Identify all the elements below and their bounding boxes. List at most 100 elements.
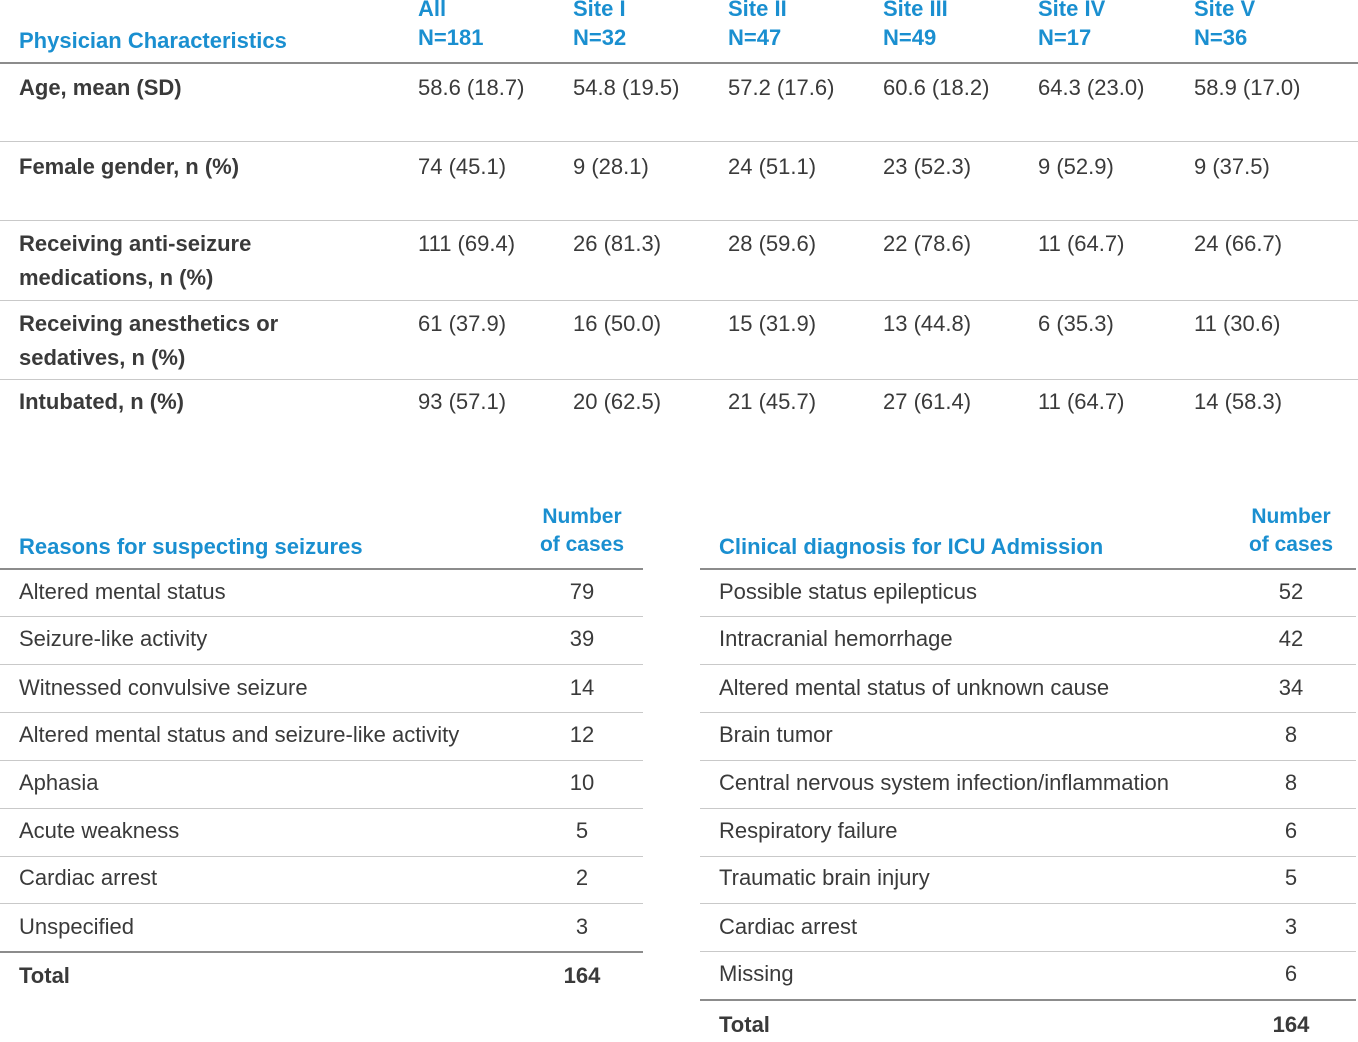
count-header-line: of cases <box>1248 533 1334 556</box>
column-header-site-2: Site II N=47 <box>728 0 787 52</box>
cell-value: 9 (28.1) <box>573 154 649 179</box>
list-item-count: 34 <box>1278 675 1304 700</box>
list-item-count: 5 <box>575 818 589 843</box>
list-item-label: Traumatic brain injury <box>719 865 930 890</box>
cell-value: 22 (78.6) <box>883 231 972 256</box>
cell-value: 14 (58.3) <box>1194 389 1283 414</box>
list-item-label: Respiratory failure <box>719 818 898 843</box>
physician-characteristics-header: Physician Characteristics <box>19 28 287 53</box>
reasons-table-title: Reasons for suspecting seizures <box>19 534 363 559</box>
cell-value: 15 (31.9) <box>728 311 817 336</box>
list-item-label: Seizure-like activity <box>19 626 208 651</box>
cell-value: 27 (61.4) <box>883 389 972 414</box>
list-item-count: 8 <box>1284 770 1298 795</box>
row-divider <box>0 379 1358 380</box>
column-name: Site V <box>1194 0 1256 21</box>
diagnosis-table: Clinical diagnosis for ICU Admission Num… <box>700 500 1356 1037</box>
list-item-count: 12 <box>569 722 595 747</box>
row-divider <box>700 664 1356 665</box>
row-divider <box>0 300 1358 301</box>
list-item-count: 14 <box>569 675 595 700</box>
row-divider <box>0 856 643 857</box>
list-item-count: 10 <box>569 770 595 795</box>
column-name: Site I <box>573 0 626 21</box>
column-n: N=181 <box>418 25 484 50</box>
row-divider <box>700 808 1356 809</box>
column-name: All <box>418 0 447 21</box>
cell-value: 58.6 (18.7) <box>418 75 525 100</box>
cell-value: 93 (57.1) <box>418 389 507 414</box>
total-divider <box>0 951 643 953</box>
column-n: N=17 <box>1038 25 1092 50</box>
cell-value: 6 (35.3) <box>1038 311 1114 336</box>
list-item-label: Missing <box>719 961 794 986</box>
cell-value: 58.9 (17.0) <box>1194 75 1301 100</box>
count-header-line: Number <box>542 505 622 528</box>
diagnosis-count-header: Number of cases <box>1241 503 1341 559</box>
column-n: N=47 <box>728 25 782 50</box>
row-divider <box>0 760 643 761</box>
cell-value: 60.6 (18.2) <box>883 75 990 100</box>
list-item-count: 6 <box>1284 818 1298 843</box>
list-item-label: Witnessed convulsive seizure <box>19 675 308 700</box>
row-divider <box>700 616 1356 617</box>
row-divider <box>700 903 1356 904</box>
row-label: Female gender, n (%) <box>19 154 240 179</box>
list-item-count: 79 <box>569 579 595 604</box>
list-item-count: 3 <box>1284 914 1298 939</box>
cell-value: 28 (59.6) <box>728 231 817 256</box>
list-item-label: Central nervous system infection/inflamm… <box>719 770 1169 795</box>
list-item-label: Altered mental status <box>19 579 226 604</box>
column-header-site-3: Site III N=49 <box>883 0 948 52</box>
row-label: Age, mean (SD) <box>19 75 182 100</box>
list-item-count: 6 <box>1284 961 1298 986</box>
list-item-label: Cardiac arrest <box>19 865 158 890</box>
list-item-label: Possible status epilepticus <box>719 579 978 604</box>
column-n: N=36 <box>1194 25 1248 50</box>
cell-value: 21 (45.7) <box>728 389 817 414</box>
cell-value: 54.8 (19.5) <box>573 75 680 100</box>
list-item-label: Intracranial hemorrhage <box>719 626 953 651</box>
row-label: Intubated, n (%) <box>19 389 184 414</box>
row-divider <box>0 712 643 713</box>
cell-value: 24 (51.1) <box>728 154 817 179</box>
header-divider <box>0 568 643 570</box>
row-label: Receiving anti-seizure medications, n (%… <box>19 231 252 290</box>
row-divider <box>700 951 1356 952</box>
list-item-count: 42 <box>1278 626 1304 651</box>
cell-value: 13 (44.8) <box>883 311 972 336</box>
list-item-label: Aphasia <box>19 770 99 795</box>
physician-characteristics-table: Physician Characteristics All N=181 Site… <box>0 0 1358 440</box>
list-item-label: Altered mental status and seizure-like a… <box>19 722 460 747</box>
cell-value: 74 (45.1) <box>418 154 507 179</box>
cell-value: 61 (37.9) <box>418 311 507 336</box>
row-label: Receiving anesthetics or sedatives, n (%… <box>19 311 279 370</box>
total-value: 164 <box>563 963 601 988</box>
list-item-label: Unspecified <box>19 914 134 939</box>
count-header-line: of cases <box>539 533 625 556</box>
row-divider <box>700 856 1356 857</box>
cell-value: 26 (81.3) <box>573 231 662 256</box>
column-header-site-4: Site IV N=17 <box>1038 0 1105 52</box>
total-divider <box>700 999 1356 1001</box>
list-item-count: 3 <box>575 914 589 939</box>
list-item-label: Brain tumor <box>719 722 833 747</box>
row-divider <box>700 712 1356 713</box>
reasons-table: Reasons for suspecting seizures Number o… <box>0 500 643 1000</box>
list-item-label: Acute weakness <box>19 818 180 843</box>
column-name: Site III <box>883 0 948 21</box>
column-name: Site II <box>728 0 787 21</box>
column-header-all: All N=181 <box>418 0 483 52</box>
row-divider <box>0 664 643 665</box>
column-n: N=32 <box>573 25 627 50</box>
cell-value: 9 (37.5) <box>1194 154 1270 179</box>
total-label: Total <box>719 1012 770 1037</box>
cell-value: 9 (52.9) <box>1038 154 1114 179</box>
row-divider <box>0 903 643 904</box>
cell-value: 11 (64.7) <box>1038 389 1125 414</box>
diagnosis-table-title: Clinical diagnosis for ICU Admission <box>719 534 1104 559</box>
column-header-site-5: Site V N=36 <box>1194 0 1255 52</box>
row-divider <box>0 220 1358 221</box>
header-divider <box>700 568 1356 570</box>
list-item-count: 52 <box>1278 579 1304 604</box>
